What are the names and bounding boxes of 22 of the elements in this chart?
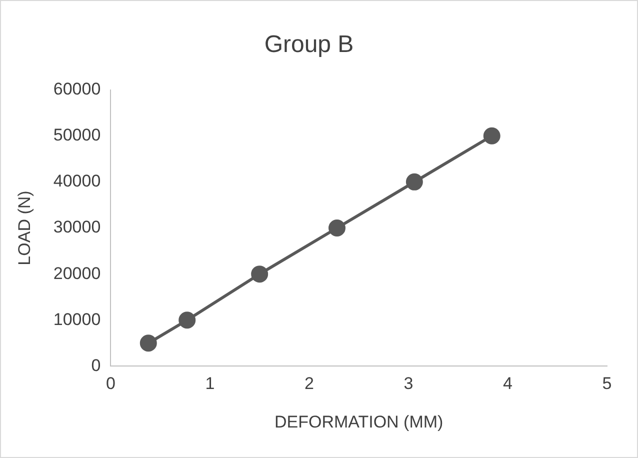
point	[140, 334, 157, 352]
y-tick-label: 0	[91, 356, 101, 375]
x-tick-label: 3	[404, 374, 414, 394]
x-tick-label: 1	[205, 374, 215, 394]
y-tick-label: 50000	[53, 126, 101, 145]
y-tick-label: 20000	[53, 264, 101, 283]
point	[178, 312, 196, 329]
point	[251, 266, 268, 283]
y-axis-title: LOAD (N)	[14, 190, 34, 266]
y-tick-label: 30000	[53, 218, 101, 237]
x-axis-title: DEFORMATION (MM)	[274, 412, 444, 432]
x-tick-label: 5	[602, 374, 612, 394]
y-tick-label: 40000	[53, 172, 101, 191]
point	[328, 220, 346, 236]
x-tick-label: 2	[304, 374, 314, 394]
y-tick-label: 10000	[53, 310, 101, 329]
y-tick-label: 60000	[53, 79, 101, 98]
x-tick-label: 4	[503, 374, 512, 394]
x-tick-label: 0	[106, 374, 116, 394]
chart-title: Group B	[264, 31, 354, 58]
point	[406, 173, 423, 190]
point	[483, 127, 500, 144]
